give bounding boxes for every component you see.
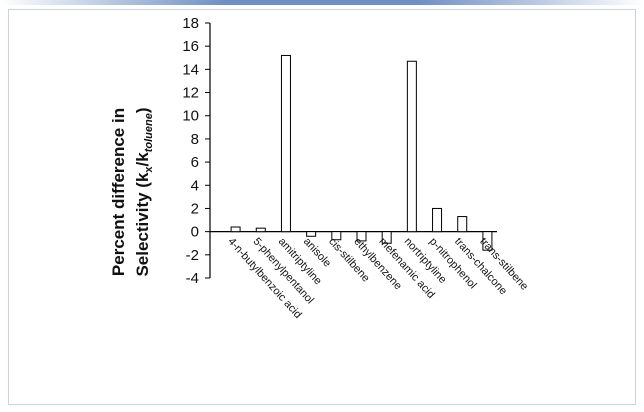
y-tick-label: 18 [182, 15, 199, 32]
bar-2 [280, 54, 291, 233]
y-tick-labels: 18 16 14 12 10 8 6 4 2 0 -2 -4 [182, 15, 199, 287]
bar-1 [255, 227, 266, 233]
y-tick-label: 14 [182, 61, 199, 78]
x-category-labels: 4-n-butylbenzoic acid5-phenylpentanolami… [225, 236, 530, 321]
y-axis-label-line2: Selectivity (kx/ktoluene) [133, 107, 155, 276]
y-tick-label: 8 [191, 131, 199, 148]
bar-4 [331, 231, 342, 241]
y-tick-label: 0 [191, 224, 199, 241]
bar-9 [457, 216, 468, 233]
y-tick-label: -2 [186, 247, 199, 264]
y-tick-label: 12 [182, 85, 199, 102]
y-axis-label: Percent difference in Selectivity (kx/kt… [109, 107, 155, 276]
y-tick-label: 16 [182, 38, 199, 55]
top-accent-bar [0, 0, 644, 5]
bar-3 [306, 231, 317, 237]
axes [205, 22, 497, 279]
bar-8 [432, 207, 443, 233]
y-tick-label: 2 [191, 200, 199, 217]
bar-10 [482, 231, 493, 251]
chart-panel [8, 9, 636, 405]
y-tick-label: -4 [186, 270, 199, 287]
y-axis-label-line1: Percent difference in [109, 108, 128, 276]
bar-7 [406, 60, 417, 233]
y-tick-label: 4 [191, 177, 199, 194]
y-tick-label: 6 [191, 154, 199, 171]
bar-6 [381, 231, 392, 244]
bar-5 [356, 231, 367, 242]
bars [230, 54, 493, 251]
bar-0 [230, 226, 241, 233]
y-tick-label: 10 [182, 108, 199, 125]
